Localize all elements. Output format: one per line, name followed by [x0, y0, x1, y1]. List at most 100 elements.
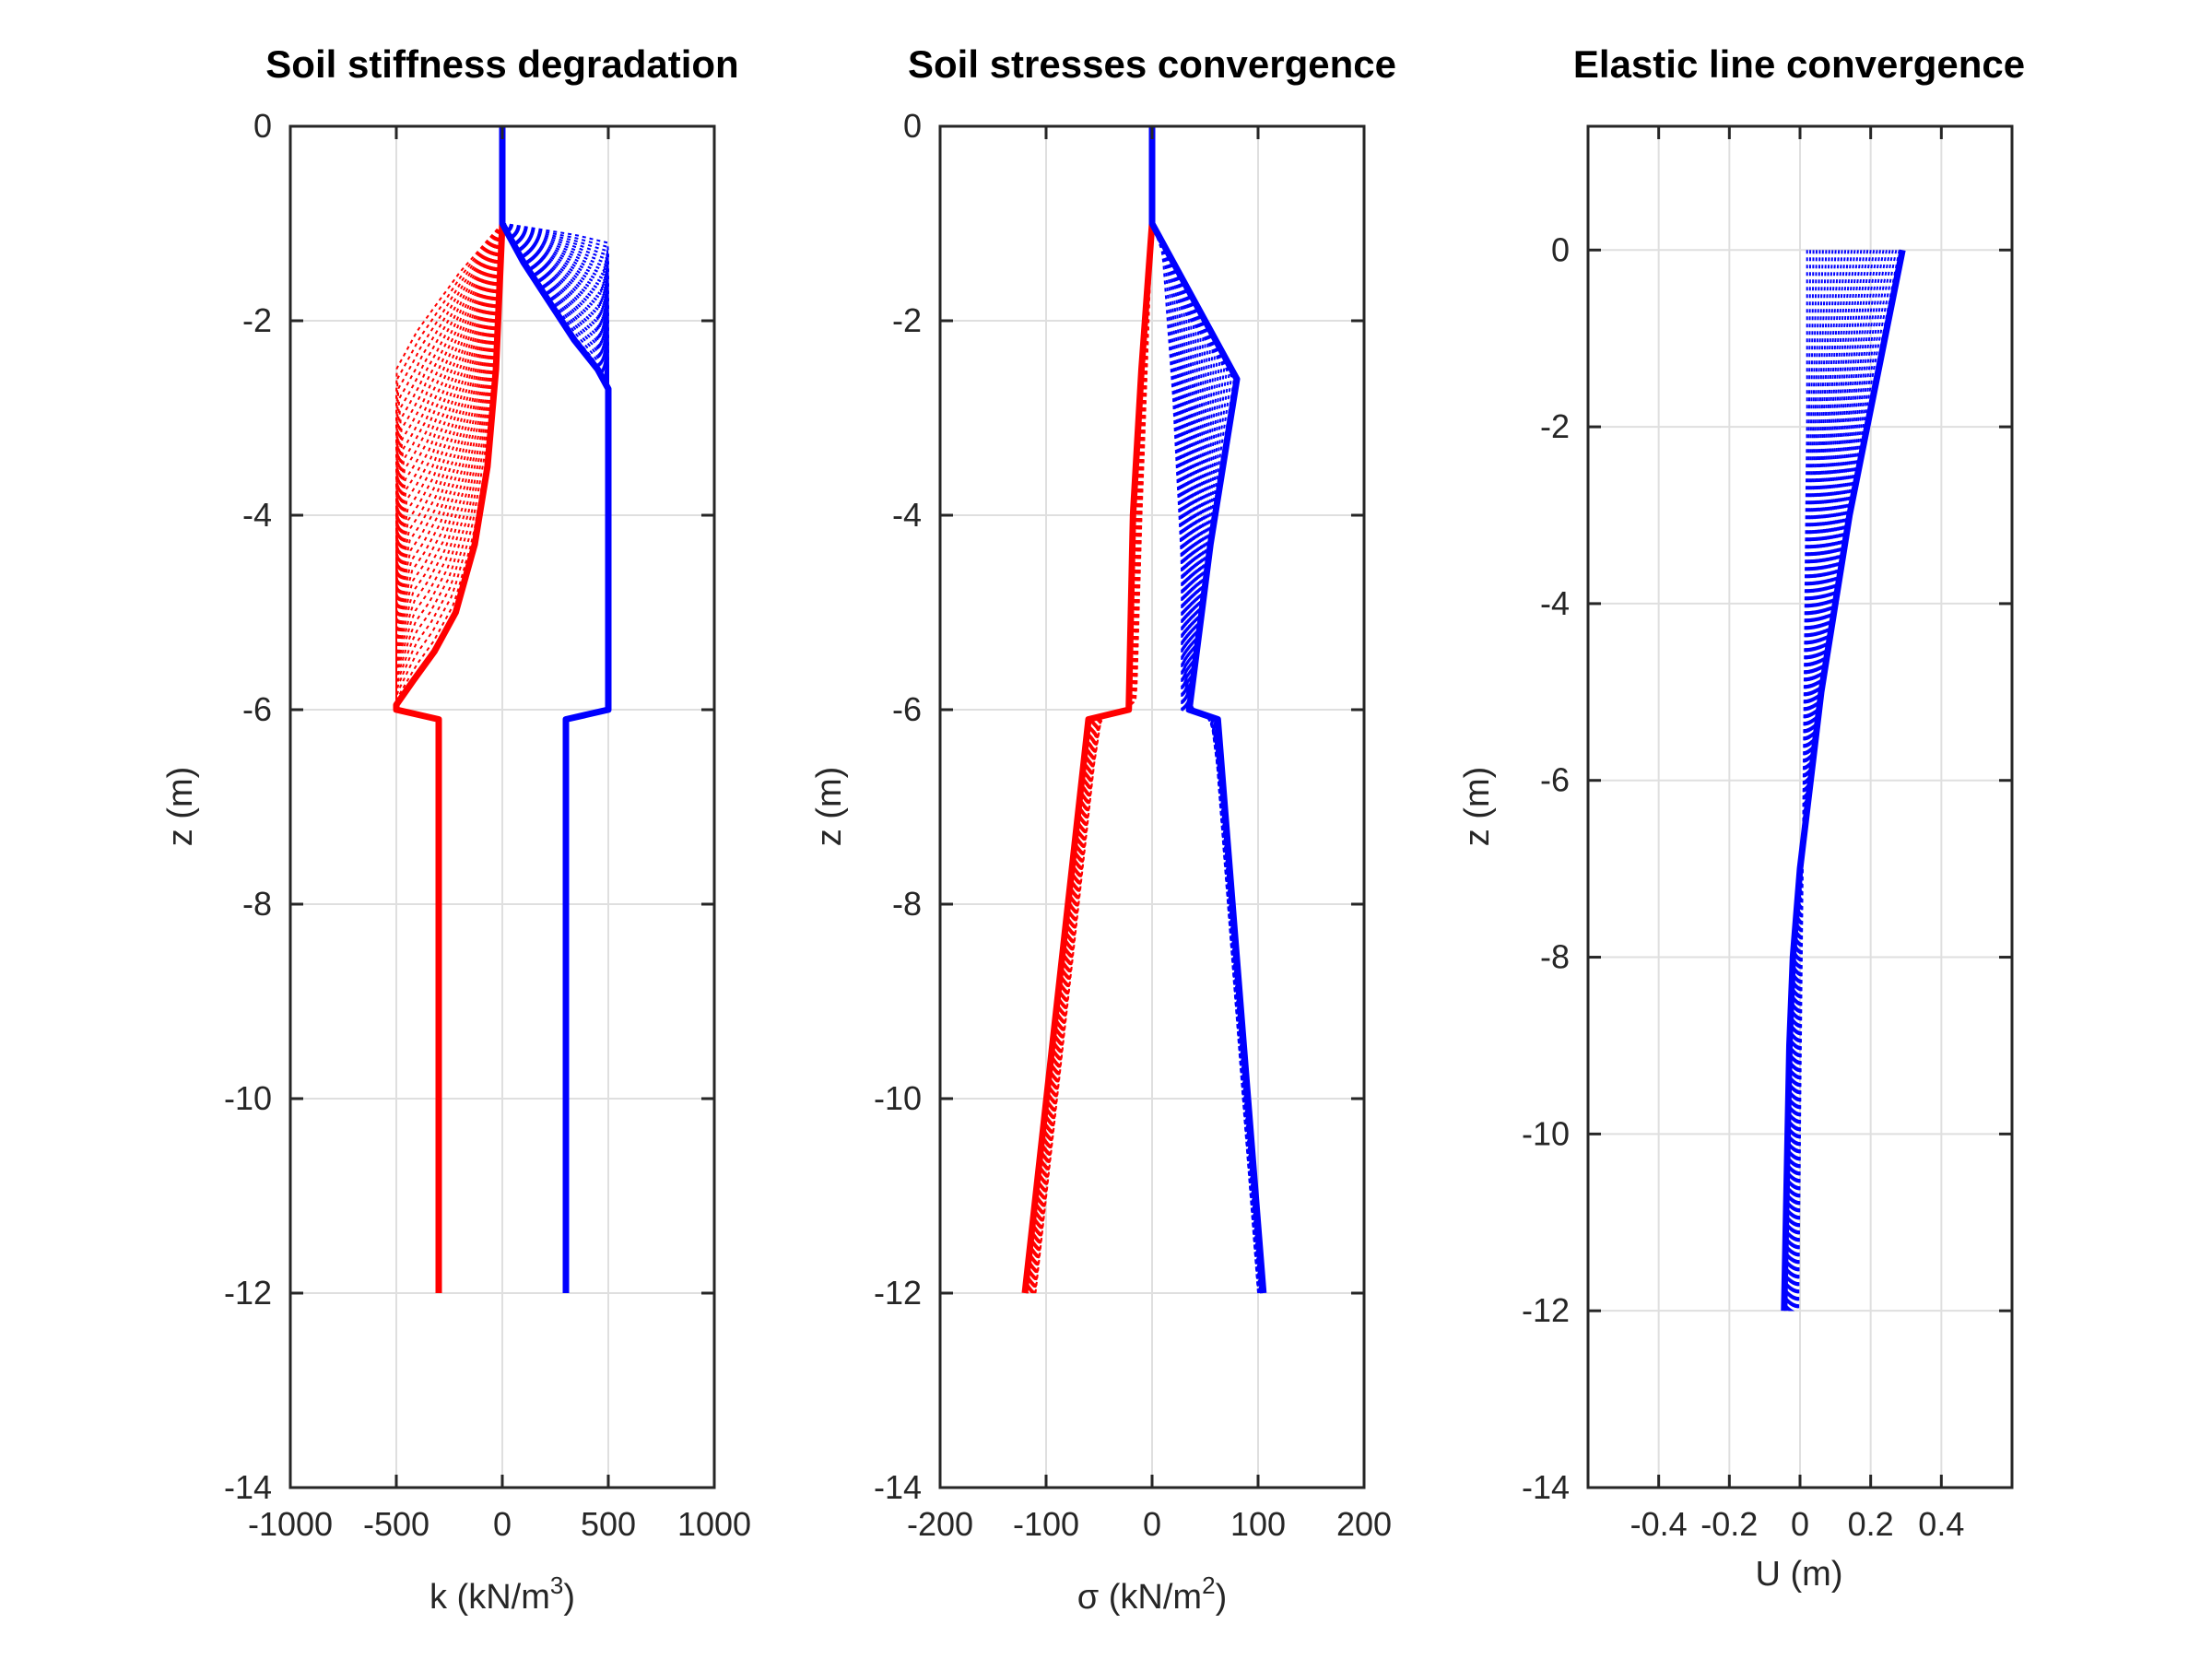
x-tick-label: -200 — [907, 1505, 973, 1543]
subplot-2: Soil stresses convergence -200 -100 0 100 20… — [810, 42, 1396, 1617]
x-tick-label: 500 — [581, 1505, 636, 1543]
iteration-line-passive — [1151, 223, 1260, 1294]
subplot-3-x-axis-label: U (m) — [1756, 1555, 1843, 1594]
y-tick-label: -4 — [892, 496, 922, 534]
subplot-3-grid — [1588, 126, 2012, 1488]
subplot-2-series — [1021, 126, 1267, 1294]
y-tick-label: -8 — [242, 885, 272, 923]
iteration-line-passive — [1151, 223, 1261, 1294]
x-tick-label: 1000 — [677, 1505, 751, 1543]
iteration-line-passive — [1151, 223, 1261, 1294]
iteration-line-passive — [1151, 223, 1264, 1294]
iteration-line-active — [395, 223, 503, 710]
final-line-passive — [1148, 126, 1267, 1294]
iteration-line-active — [395, 223, 503, 710]
subplot-3-ticks: -0.4 -0.2 0 0.2 0.4 0 -2 -4 -6 -8 -10 -12 -14 — [1522, 126, 2012, 1543]
iteration-line-active — [395, 223, 503, 710]
y-tick-label: -6 — [1540, 761, 1570, 799]
iteration-line-active — [395, 223, 503, 710]
iteration-line-deflection — [1786, 250, 1881, 1312]
y-tick-label: -10 — [874, 1079, 922, 1117]
y-tick-label: -2 — [242, 301, 272, 339]
iteration-line-active — [395, 222, 503, 710]
iteration-line-active — [395, 223, 503, 710]
subplot-3-y-axis-label: z (m) — [1458, 767, 1497, 847]
y-tick-label: -10 — [224, 1079, 272, 1117]
final-line-deflection — [1781, 249, 1906, 1312]
iteration-line-deflection — [1785, 250, 1888, 1312]
iteration-line-passive — [501, 222, 609, 389]
y-tick-label: -2 — [892, 301, 922, 339]
subplot-1-x-axis-label: k (kN/m3) — [429, 1571, 575, 1617]
y-tick-label: -14 — [874, 1468, 922, 1506]
y-tick-label: 0 — [903, 107, 922, 145]
iteration-line-passive — [1151, 223, 1262, 1294]
x-tick-label: -1000 — [248, 1505, 333, 1543]
x-tick-label: 0.2 — [1848, 1505, 1894, 1543]
subplot-1-ticks: -1000 -500 0 500 1000 0 -2 -4 -6 -8 -10 -12 -14 — [224, 107, 751, 1543]
subplot-2-y-axis-label: z (m) — [810, 767, 849, 847]
iteration-line-active — [395, 223, 503, 710]
subplot-1-title: Soil stiffness degradation — [265, 42, 738, 86]
x-tick-label: -100 — [1013, 1505, 1079, 1543]
y-tick-label: -12 — [1522, 1291, 1570, 1329]
y-tick-label: -12 — [224, 1274, 272, 1312]
iteration-line-passive — [501, 222, 609, 389]
iteration-line-deflection — [1786, 250, 1878, 1312]
subplot-2-x-axis-label: σ (kN/m2) — [1077, 1571, 1227, 1617]
x-tick-label: -0.4 — [1630, 1505, 1688, 1543]
iteration-line-active — [395, 223, 503, 710]
iteration-line-active — [395, 223, 503, 710]
y-tick-label: 0 — [1551, 230, 1570, 268]
iteration-line-deflection — [1784, 250, 1894, 1312]
y-tick-label: -10 — [1522, 1114, 1570, 1152]
iteration-line-active — [395, 223, 503, 710]
iteration-line-active — [395, 222, 503, 710]
x-tick-label: 0 — [1143, 1505, 1161, 1543]
final-line-passive — [499, 126, 612, 1293]
y-tick-label: -14 — [1522, 1468, 1570, 1506]
iteration-line-deflection — [1784, 250, 1891, 1312]
x-tick-label: -0.2 — [1700, 1505, 1758, 1543]
subplot-1-y-axis-label: z (m) — [161, 767, 200, 847]
iteration-line-active — [395, 223, 503, 710]
x-tick-label: -500 — [363, 1505, 429, 1543]
iteration-line-passive — [501, 222, 609, 390]
iteration-line-passive — [501, 222, 609, 390]
iteration-line-active — [395, 223, 503, 710]
iteration-line-passive — [501, 222, 609, 389]
iteration-line-passive — [501, 222, 609, 389]
iteration-line-deflection — [1785, 250, 1885, 1312]
y-tick-label: -14 — [224, 1468, 272, 1506]
subplot-3: Elastic line convergence -0.4 -0.2 0 0.2 0.4… — [1458, 42, 2025, 1594]
iteration-line-active — [395, 223, 503, 710]
x-tick-label: 100 — [1230, 1505, 1286, 1543]
y-tick-label: -4 — [1540, 584, 1570, 622]
y-tick-label: -12 — [874, 1274, 922, 1312]
subplot-1: Soil stiffness degradation -1000 -500 0 500… — [161, 42, 751, 1617]
subplot-2-title: Soil stresses convergence — [908, 42, 1396, 86]
x-tick-label: 0 — [1791, 1505, 1809, 1543]
y-tick-label: -8 — [1540, 938, 1570, 976]
iteration-line-active — [395, 223, 503, 710]
iteration-line-passive — [501, 222, 609, 389]
iteration-line-passive — [501, 222, 609, 389]
iteration-line-active — [395, 222, 503, 710]
x-tick-label: 0.4 — [1918, 1505, 1964, 1543]
final-line-active — [393, 126, 506, 1293]
iteration-line-active — [395, 223, 503, 710]
y-tick-label: -2 — [1540, 407, 1570, 445]
iteration-line-passive — [501, 222, 609, 389]
y-tick-label: -8 — [892, 885, 922, 923]
iteration-line-active — [395, 223, 503, 710]
y-tick-label: 0 — [253, 107, 272, 145]
y-tick-label: -4 — [242, 496, 272, 534]
iteration-line-deflection — [1783, 250, 1898, 1312]
subplot-3-title: Elastic line convergence — [1573, 42, 2025, 86]
iteration-line-active — [395, 222, 503, 710]
iteration-line-active — [395, 223, 503, 710]
subplot-3-series — [1781, 249, 1906, 1312]
iteration-line-active — [395, 223, 503, 710]
